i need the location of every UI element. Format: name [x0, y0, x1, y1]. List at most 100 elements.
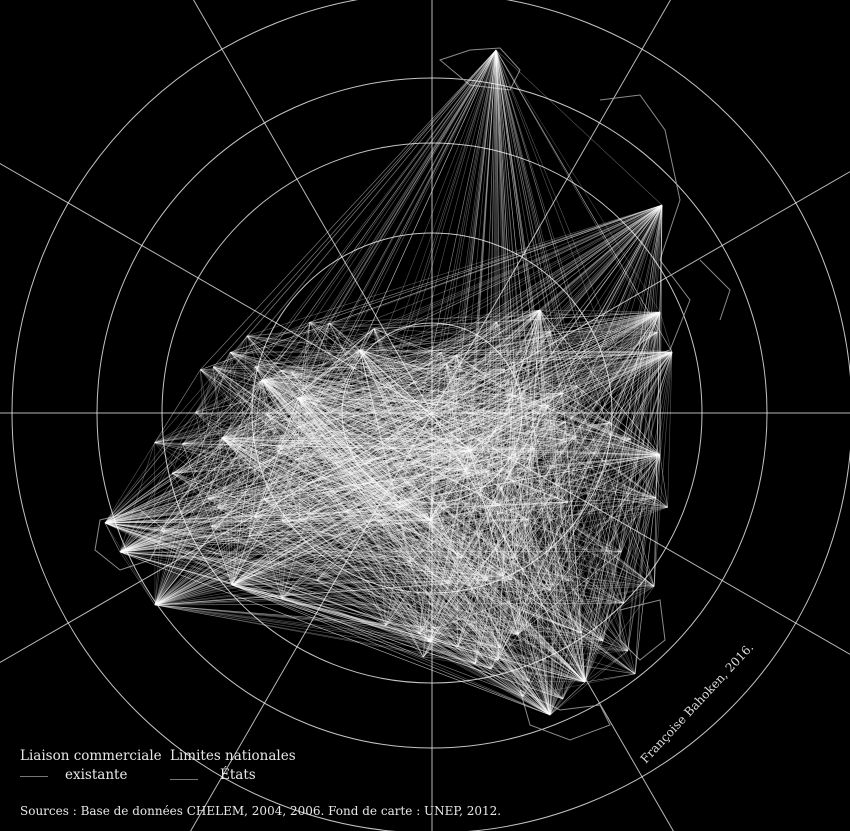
- trade-link: [230, 352, 500, 506]
- trade-link: [263, 498, 458, 647]
- trade-link: [232, 49, 497, 441]
- trade-link: [348, 472, 420, 635]
- trade-link: [154, 335, 248, 606]
- trade-link: [490, 435, 535, 449]
- trade-link: [231, 471, 349, 586]
- trade-link: [261, 379, 431, 521]
- trade-link: [659, 311, 673, 353]
- trade-link: [345, 430, 496, 512]
- trade-link: [104, 522, 551, 716]
- trade-link: [497, 311, 661, 661]
- trade-link: [359, 349, 661, 456]
- trade-link: [261, 379, 661, 456]
- trade-link: [497, 558, 514, 661]
- trade-link: [221, 437, 476, 665]
- trade-link: [221, 397, 299, 439]
- trade-link: [104, 513, 384, 524]
- trade-link: [429, 519, 448, 584]
- trade-link: [512, 311, 661, 559]
- trade-link: [221, 437, 516, 455]
- trade-link: [469, 405, 548, 451]
- trade-link: [469, 405, 549, 473]
- trade-link: [469, 449, 558, 498]
- trade-link: [200, 369, 209, 499]
- trade-link: [182, 370, 282, 445]
- trade-link: [297, 352, 442, 399]
- trade-link: [160, 530, 429, 642]
- trade-link: [373, 311, 661, 329]
- trade-link: [221, 437, 631, 440]
- trade-link: [154, 442, 470, 587]
- trade-link: [213, 366, 586, 683]
- trade-link: [539, 309, 586, 683]
- trade-link: [277, 361, 515, 452]
- trade-link: [375, 484, 448, 584]
- trade-link: [449, 331, 551, 452]
- trade-link: [359, 349, 519, 635]
- trade-link: [104, 472, 470, 524]
- trade-link: [297, 397, 657, 498]
- trade-link: [282, 436, 576, 522]
- trade-link: [513, 454, 661, 559]
- trade-link: [359, 349, 604, 641]
- trade-link: [261, 379, 499, 661]
- trade-link: [254, 366, 431, 521]
- trade-link: [359, 349, 501, 648]
- trade-link: [154, 498, 209, 606]
- trade-link: [398, 449, 471, 509]
- trade-link: [495, 49, 515, 363]
- trade-link: [494, 430, 531, 460]
- trade-link: [221, 369, 505, 439]
- trade-link: [281, 520, 476, 665]
- trade-link: [440, 352, 512, 580]
- trade-link: [291, 371, 661, 456]
- trade-link: [221, 437, 233, 586]
- trade-link: [456, 354, 628, 652]
- trade-link: [154, 369, 505, 443]
- trade-link: [576, 385, 632, 440]
- trade-link: [486, 580, 586, 683]
- trade-link: [280, 351, 673, 371]
- trade-link: [529, 459, 551, 716]
- trade-link: [221, 437, 531, 460]
- trade-link: [230, 352, 531, 460]
- trade-link: [104, 445, 278, 524]
- trade-link: [429, 519, 551, 591]
- trade-link: [231, 458, 531, 586]
- trade-link: [449, 451, 502, 489]
- trade-link: [213, 366, 263, 381]
- trade-link: [104, 511, 347, 524]
- trade-link: [469, 449, 636, 674]
- trade-link: [298, 309, 541, 427]
- trade-link: [232, 440, 551, 716]
- trade-link: [207, 309, 541, 500]
- trade-link: [366, 454, 661, 464]
- trade-link: [447, 405, 549, 584]
- trade-link: [409, 468, 467, 563]
- trade-link: [429, 369, 506, 521]
- trade-link: [207, 498, 622, 552]
- trade-link: [494, 49, 497, 431]
- trade-link: [154, 584, 554, 606]
- trade-link: [217, 497, 558, 508]
- trade-link: [154, 604, 500, 649]
- trade-link: [154, 379, 263, 606]
- trade-link: [456, 438, 471, 451]
- trade-link: [490, 422, 611, 670]
- trade-link: [282, 520, 551, 716]
- trade-link: [248, 422, 566, 537]
- trade-link: [277, 445, 296, 461]
- trade-link: [231, 435, 491, 586]
- trade-link: [281, 363, 447, 522]
- trade-link: [457, 632, 582, 648]
- trade-link: [213, 366, 336, 464]
- trade-link: [254, 501, 568, 518]
- trade-link: [511, 309, 541, 580]
- meridian-line: [0, 171, 850, 663]
- trade-link: [456, 311, 661, 356]
- trade-link: [229, 352, 431, 643]
- trade-link: [104, 397, 299, 524]
- trade-link: [297, 397, 336, 464]
- trade-link: [160, 328, 375, 531]
- trade-link: [446, 363, 586, 683]
